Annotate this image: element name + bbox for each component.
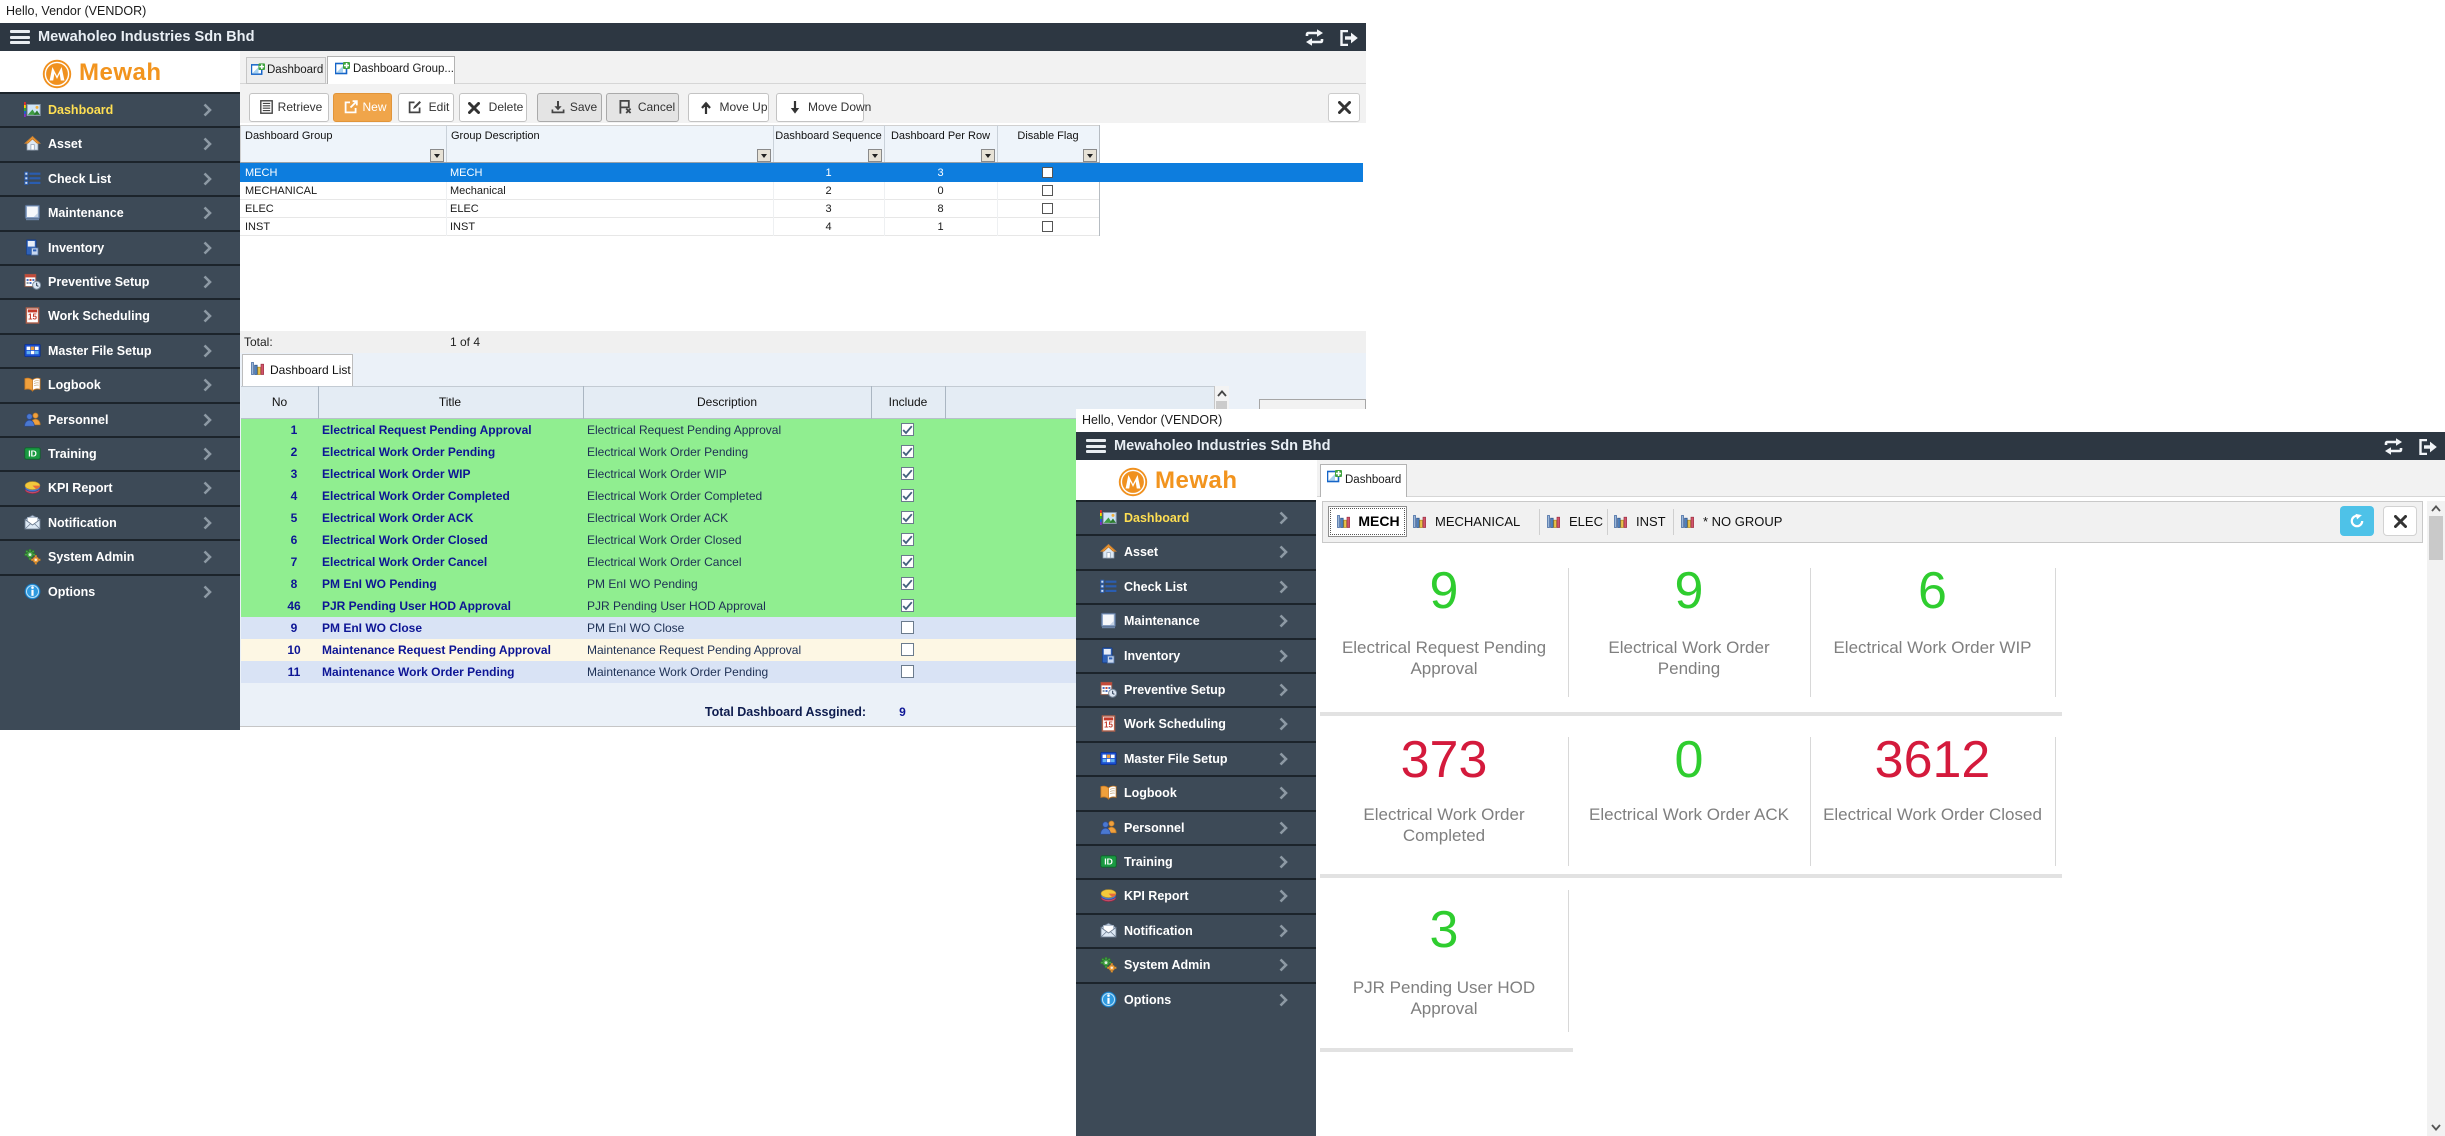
svg-text:ID: ID: [1104, 857, 1113, 867]
svg-text:ID: ID: [28, 449, 37, 459]
svg-text:15: 15: [28, 313, 37, 322]
svg-text:15: 15: [1104, 721, 1113, 730]
